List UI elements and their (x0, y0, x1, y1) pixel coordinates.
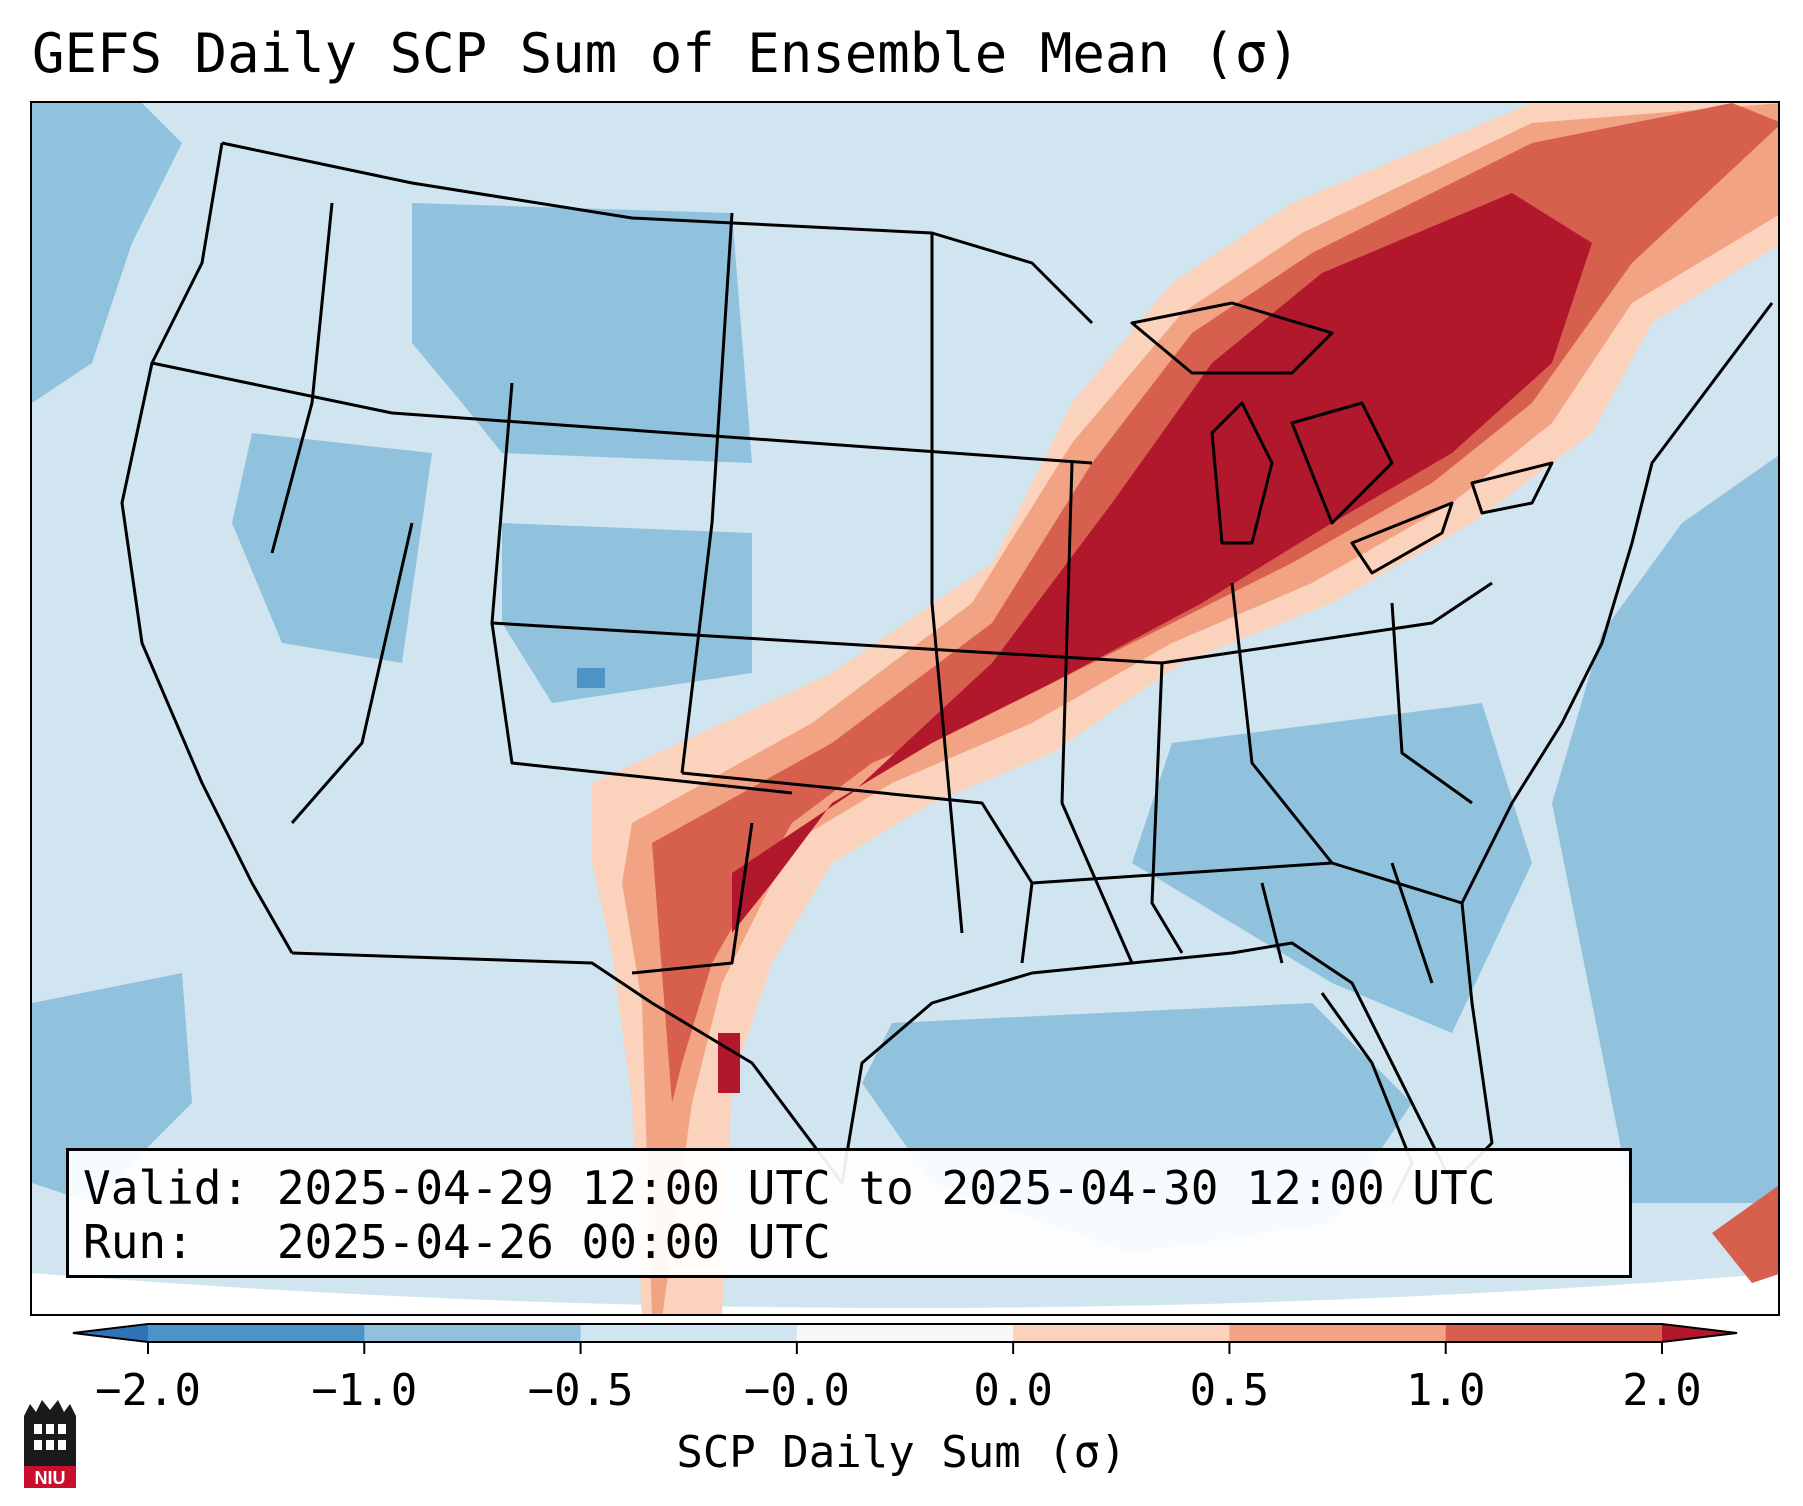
positive-anomaly-band (592, 103, 1778, 1314)
colorbar-tick-label: 2.0 (1622, 1365, 1702, 1416)
colorbar-tick-label: −2.0 (95, 1365, 201, 1416)
valid-run-info-box: Valid: 2025-04-29 12:00 UTC to 2025-04-3… (66, 1148, 1632, 1278)
colorbar-tick-label: 0.0 (973, 1365, 1053, 1416)
colorbar-bin (1229, 1324, 1447, 1342)
colorbar-tick-label: −0.5 (527, 1365, 634, 1416)
borders (120, 141, 1774, 1204)
niu-logo: NIU (24, 1400, 76, 1488)
logo-red-band (24, 1466, 76, 1488)
colorbar-label: SCP Daily Sum (σ) (676, 1427, 1127, 1478)
colorbar-bin (1445, 1324, 1663, 1342)
projection-edge (32, 1273, 1778, 1314)
map-panel (30, 101, 1780, 1316)
figure-title: GEFS Daily SCP Sum of Ensemble Mean (σ) (32, 22, 1300, 85)
colorbar-bin (1013, 1324, 1230, 1342)
colorbar-bin (796, 1324, 1014, 1342)
scp-map (32, 103, 1778, 1314)
colorbar-tick-label: 1.0 (1405, 1365, 1486, 1416)
negative-anomaly-fields (32, 103, 1778, 1253)
colorbar-tick-label: −1.0 (311, 1365, 418, 1416)
colorbar (72, 1323, 1738, 1354)
colorbar-bin (364, 1324, 582, 1342)
colorbar-tick-label: 0.5 (1189, 1365, 1270, 1416)
colorbar-extend-low (73, 1324, 148, 1342)
colorbar-bin (580, 1324, 798, 1342)
colorbar-tick-label: −0.0 (743, 1365, 850, 1416)
colorbar-extend-high (1662, 1324, 1737, 1342)
run-time-text: Run: 2025-04-26 00:00 UTC (83, 1215, 831, 1269)
logo-text: NIU (35, 1468, 66, 1488)
colorbar-bin (148, 1324, 365, 1342)
valid-time-text: Valid: 2025-04-29 12:00 UTC to 2025-04-3… (83, 1161, 1496, 1215)
strong-negative-cell (577, 668, 605, 688)
